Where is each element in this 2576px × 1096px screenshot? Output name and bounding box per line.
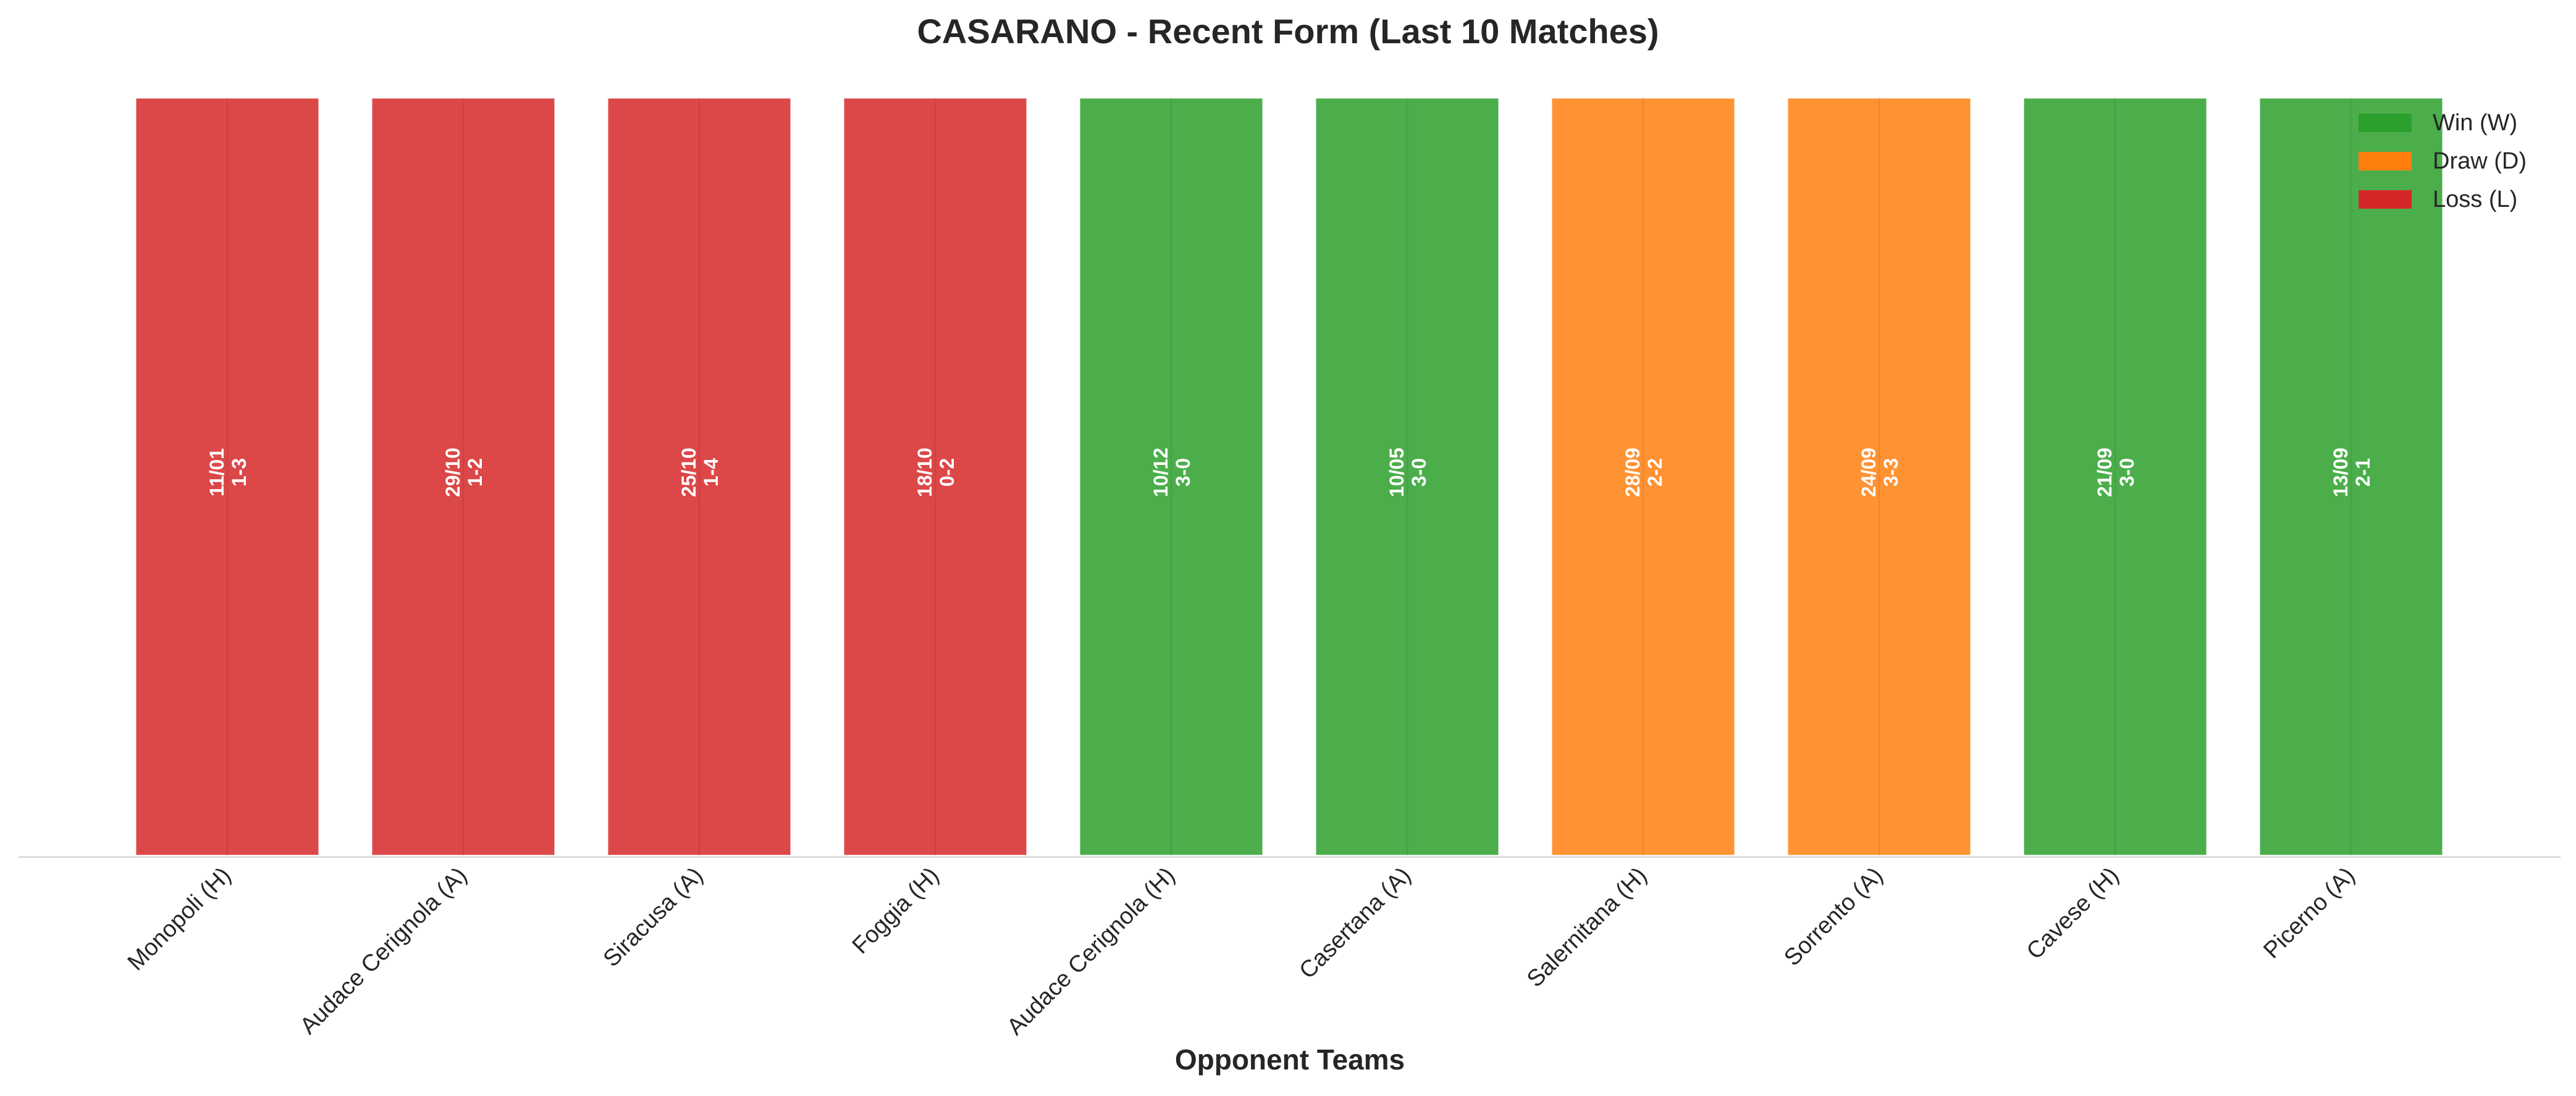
x-tick-label: Siracusa (A) [599, 863, 709, 973]
bar-8 [2022, 96, 2208, 857]
x-tick-label: Casertana (A) [1294, 863, 1416, 984]
bar-score-label: 1-4 [700, 458, 722, 487]
x-tick-label: Salernitana (H) [1522, 863, 1652, 992]
bar-date-label: 18/10 [914, 448, 936, 497]
legend-label-d: Draw (D) [2433, 148, 2527, 174]
bar-label-7: 24/09 3-3 [1858, 448, 1902, 497]
bar-score-label: 2-1 [2352, 458, 2374, 487]
bar-date-label: 28/09 [1622, 448, 1644, 497]
bar-date-label: 25/10 [678, 448, 700, 497]
bar-score-label: 3-0 [1408, 458, 1430, 487]
bar-label-5: 10/05 3-0 [1386, 448, 1430, 497]
bar-0 [134, 96, 321, 857]
bar-9 [2258, 96, 2444, 857]
tick-labels: Monopoli (H) Audace Cerignola (A) Siracusa… [123, 863, 2360, 1040]
bar-date-label: 21/09 [2094, 448, 2116, 497]
bar-date-label: 29/10 [442, 448, 464, 497]
bar-4 [1078, 96, 1265, 857]
bar-date-label: 11/01 [206, 448, 228, 496]
bar-label-9: 13/09 2-1 [2330, 448, 2374, 497]
legend-label-l: Loss (L) [2433, 186, 2517, 212]
bar-1 [370, 96, 557, 857]
x-tick-label: Audace Cerignola (A) [295, 863, 473, 1040]
x-tick-label: Sorrento (A) [1779, 863, 1888, 971]
x-axis-label: Opponent Teams [1175, 1044, 1405, 1076]
bar-label-3: 18/10 0-2 [914, 448, 958, 497]
bar-3 [842, 96, 1029, 857]
legend-swatch-d [2359, 152, 2412, 170]
bar-date-label: 10/05 [1386, 448, 1408, 497]
bar-label-4: 10/12 3-0 [1150, 448, 1194, 497]
bar-label-6: 28/09 2-2 [1622, 448, 1666, 497]
bar-score-label: 3-3 [1880, 458, 1902, 487]
x-tick-label: Audace Cerignola (H) [1002, 863, 1180, 1040]
x-tick-label: Cavese (H) [2022, 863, 2124, 965]
x-tick-label: Monopoli (H) [123, 863, 237, 976]
bar-score-label: 2-2 [1644, 458, 1666, 487]
bar-label-1: 29/10 1-2 [442, 448, 486, 497]
bar-score-label: 3-0 [2116, 458, 2138, 487]
legend-swatch-l [2359, 190, 2412, 209]
bar-label-0: 11/01 1-3 [206, 448, 250, 496]
bar-score-label: 1-2 [464, 458, 486, 487]
bar-label-8: 21/09 3-0 [2094, 448, 2138, 497]
legend: Win (W) Draw (D) Loss (L) [2359, 110, 2527, 212]
bar-date-label: 24/09 [1858, 448, 1880, 497]
bar-6 [1550, 96, 1736, 857]
x-tick-label: Foggia (H) [848, 863, 945, 960]
legend-label-w: Win (W) [2433, 110, 2517, 136]
bar-score-label: 0-2 [936, 458, 958, 487]
bar-7 [1786, 96, 1972, 857]
chart-title: CASARANO - Recent Form (Last 10 Matches) [917, 12, 1659, 51]
bar-label-2: 25/10 1-4 [678, 448, 722, 497]
legend-swatch-w [2359, 114, 2412, 132]
bars-layer: 11/01 1-3 29/10 1-2 25/10 1-4 18/10 0-2 10/12 3-0… [134, 96, 2444, 857]
bar-score-label: 3-0 [1172, 458, 1194, 487]
bar-date-label: 10/12 [1150, 448, 1172, 497]
bar-score-label: 1-3 [228, 458, 250, 487]
bar-5 [1314, 96, 1501, 857]
bar-2 [606, 96, 793, 857]
bar-date-label: 13/09 [2330, 448, 2352, 497]
x-tick-label: Picerno (A) [2258, 863, 2360, 964]
